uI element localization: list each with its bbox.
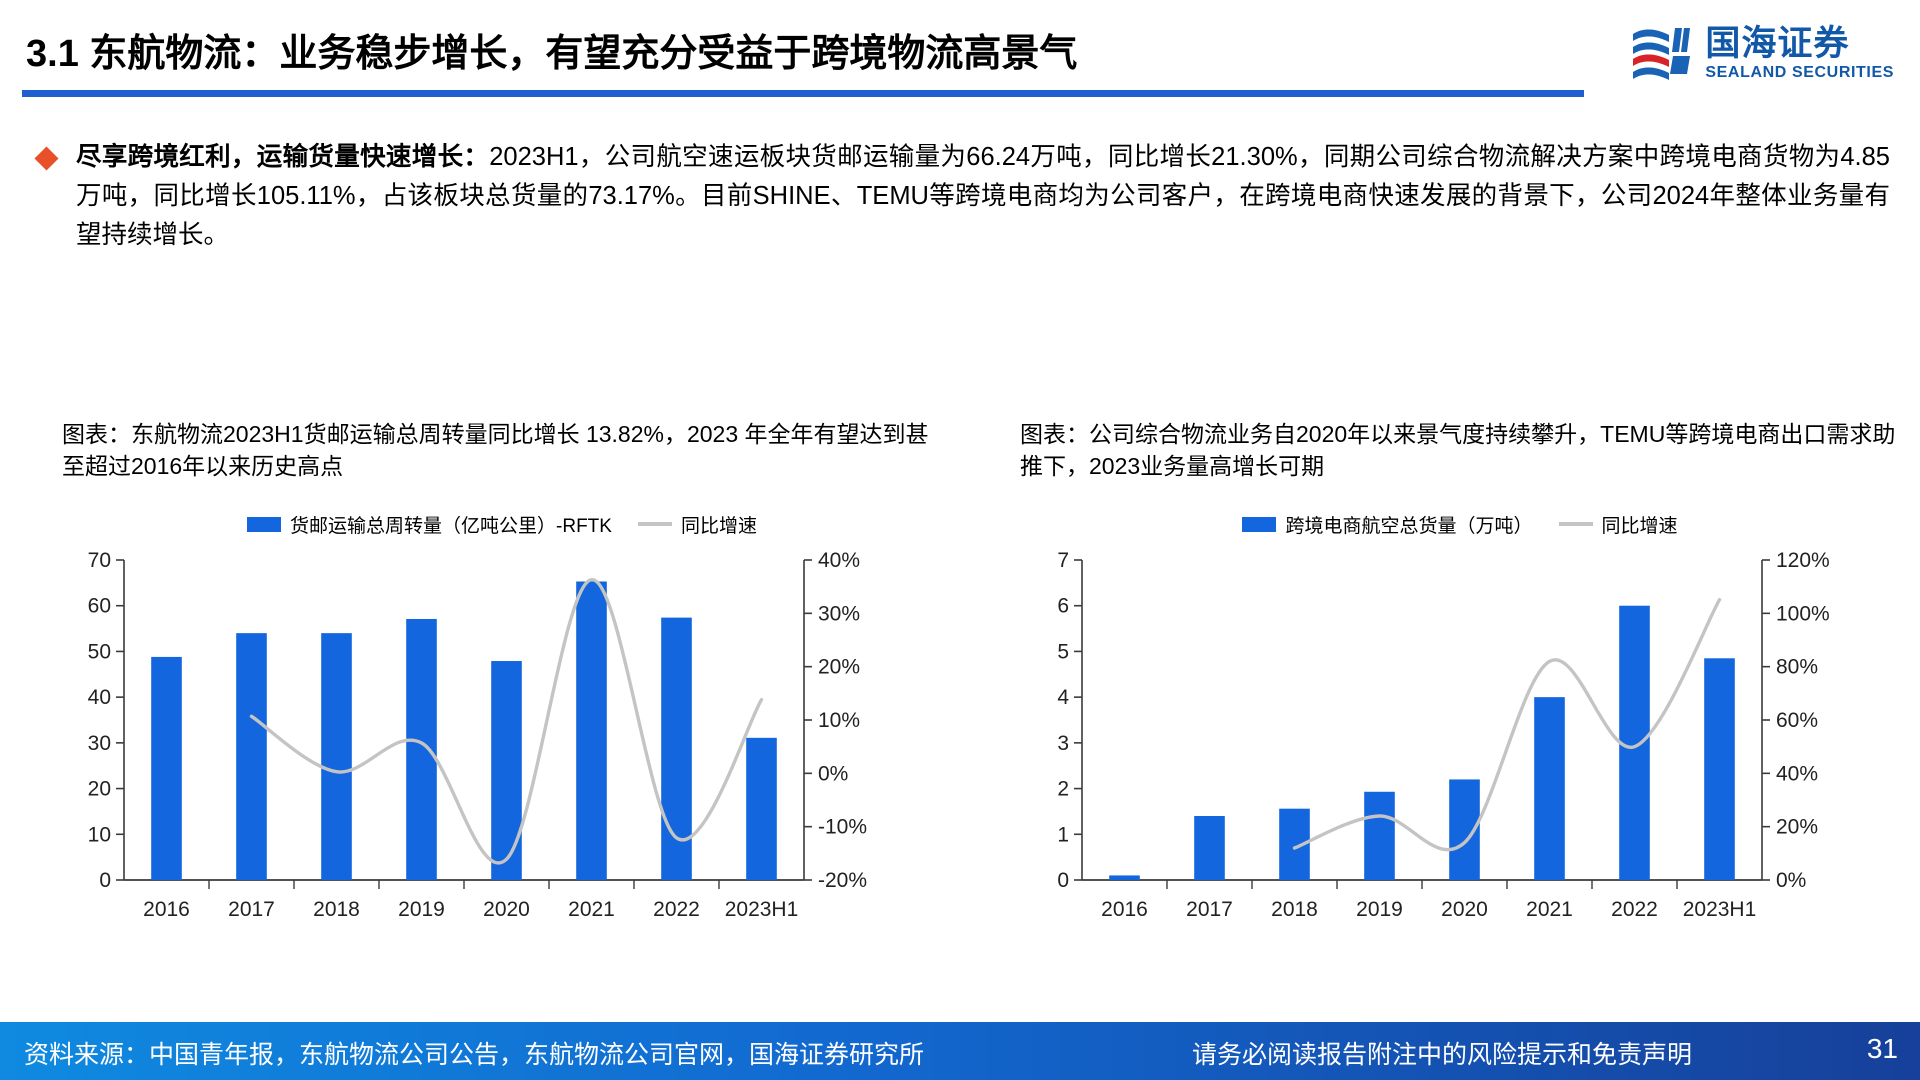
title-underline-rule — [22, 90, 1584, 97]
svg-text:2020: 2020 — [483, 898, 530, 921]
legend-line-swatch-icon — [637, 522, 672, 526]
chart-panel-left: 图表：东航物流2023H1货邮运输总周转量同比增长 13.82%，2023 年全… — [62, 418, 942, 945]
svg-text:30%: 30% — [818, 602, 860, 625]
bullet-lead-text: 尽享跨境红利，运输货量快速增长： — [76, 143, 490, 171]
legend-line-swatch-icon — [1558, 522, 1593, 526]
logo-name-en: SEALAND SECURITIES — [1705, 63, 1894, 81]
svg-text:2020: 2020 — [1441, 898, 1488, 921]
svg-text:10%: 10% — [818, 709, 860, 732]
bullet-paragraph: 尽享跨境红利，运输货量快速增长：2023H1，公司航空速运板块货邮运输量为66.… — [76, 138, 1890, 255]
svg-text:2021: 2021 — [1526, 898, 1573, 921]
svg-text:70: 70 — [88, 550, 111, 572]
svg-text:2023H1: 2023H1 — [725, 898, 799, 921]
svg-text:2022: 2022 — [653, 898, 700, 921]
svg-text:-10%: -10% — [818, 816, 867, 839]
svg-text:20: 20 — [88, 778, 111, 801]
svg-text:120%: 120% — [1776, 550, 1830, 572]
svg-text:3: 3 — [1057, 732, 1069, 755]
page-title: 3.1 东航物流：业务稳步增长，有望充分受益于跨境物流高景气 — [26, 33, 1078, 75]
chart-legend-right: 跨境电商航空总货量（万吨） 同比增速 — [1020, 502, 1900, 546]
legend-item-bar-left: 货邮运输总周转量（亿吨公里）-RFTK — [247, 511, 612, 538]
svg-text:2017: 2017 — [1186, 898, 1233, 921]
svg-text:0: 0 — [99, 869, 111, 892]
svg-text:2016: 2016 — [143, 898, 190, 921]
legend-bar-swatch-icon — [1242, 516, 1277, 532]
svg-text:-20%: -20% — [818, 869, 867, 892]
chart-legend-left: 货邮运输总周转量（亿吨公里）-RFTK 同比增速 — [62, 502, 942, 546]
svg-text:20%: 20% — [818, 656, 860, 679]
svg-text:5: 5 — [1057, 640, 1069, 663]
svg-text:0: 0 — [1057, 869, 1069, 892]
svg-text:30: 30 — [88, 732, 111, 755]
bullet-paragraph-block: 尽享跨境红利，运输货量快速增长：2023H1，公司航空速运板块货邮运输量为66.… — [34, 138, 1890, 255]
svg-text:60: 60 — [88, 595, 111, 618]
page-footer: 资料来源：中国青年报，东航物流公司公告，东航物流公司官网，国海证券研究所 请务必… — [0, 1022, 1920, 1080]
svg-text:2018: 2018 — [313, 898, 360, 921]
legend-bar-label-right: 跨境电商航空总货量（万吨） — [1285, 515, 1533, 537]
svg-text:40%: 40% — [818, 550, 860, 572]
svg-text:4: 4 — [1057, 686, 1069, 709]
diamond-bullet-icon — [34, 146, 59, 171]
svg-text:2021: 2021 — [568, 898, 615, 921]
svg-text:2017: 2017 — [228, 898, 275, 921]
legend-line-label-left: 同比增速 — [680, 515, 757, 537]
svg-text:2: 2 — [1057, 778, 1069, 801]
logo-name-cn: 国海证券 — [1705, 23, 1850, 63]
logo-wordmark: 国海证券 SEALAND SECURITIES — [1705, 26, 1894, 81]
chart-panel-right: 图表：公司综合物流业务自2020年以来景气度持续攀升，TEMU等跨境电商出口需求… — [1020, 418, 1900, 945]
svg-text:50: 50 — [88, 640, 111, 663]
svg-text:6: 6 — [1057, 595, 1069, 618]
footer-disclaimer: 请务必阅读报告附注中的风险提示和免责声明 — [1192, 1041, 1693, 1069]
legend-bar-swatch-icon — [247, 516, 282, 532]
svg-text:2016: 2016 — [1101, 898, 1148, 921]
company-logo: 国海证券 SEALAND SECURITIES — [1629, 18, 1894, 88]
chart-caption-right: 图表：公司综合物流业务自2020年以来景气度持续攀升，TEMU等跨境电商出口需求… — [1020, 421, 1896, 479]
bullet-body-text: 2023H1，公司航空速运板块货邮运输量为66.24万吨，同比增长21.30%，… — [76, 143, 1890, 249]
chart-svg-right: 0 1 2 3 4 5 6 7 0% 20% 40% 60% 80% 100% 120% 2016 2017 20… — [1057, 550, 1830, 921]
svg-text:2022: 2022 — [1611, 898, 1658, 921]
sealand-logo-icon — [1633, 28, 1691, 80]
legend-item-line-right: 同比增速 — [1558, 511, 1678, 538]
svg-text:7: 7 — [1057, 550, 1069, 572]
legend-bar-label-left: 货邮运输总周转量（亿吨公里）-RFTK — [290, 515, 612, 537]
legend-item-line-left: 同比增速 — [637, 511, 757, 538]
svg-text:10: 10 — [88, 823, 111, 846]
svg-text:20%: 20% — [1776, 816, 1818, 839]
svg-text:100%: 100% — [1776, 602, 1830, 625]
page-header: 3.1 东航物流：业务稳步增长，有望充分受益于跨境物流高景气 国海证券 SEAL… — [0, 0, 1920, 104]
svg-text:2019: 2019 — [1356, 898, 1403, 921]
svg-text:2019: 2019 — [398, 898, 445, 921]
svg-text:2018: 2018 — [1271, 898, 1318, 921]
svg-text:0%: 0% — [1776, 869, 1806, 892]
legend-item-bar-right: 跨境电商航空总货量（万吨） — [1242, 511, 1533, 538]
footer-source: 资料来源：中国青年报，东航物流公司公告，东航物流公司官网，国海证券研究所 — [24, 1041, 925, 1069]
svg-text:60%: 60% — [1776, 709, 1818, 732]
svg-text:40: 40 — [88, 686, 111, 709]
svg-text:1: 1 — [1057, 823, 1069, 846]
chart-caption-left: 图表：东航物流2023H1货邮运输总周转量同比增长 13.82%，2023 年全… — [62, 421, 929, 479]
page-number: 31 — [1866, 1033, 1898, 1064]
chart-plot-right: 0 1 2 3 4 5 6 7 0% 20% 40% 60% 80% 100% 120% 2016 2017 20… — [1020, 550, 1900, 945]
legend-line-label-right: 同比增速 — [1601, 515, 1678, 537]
svg-text:40%: 40% — [1776, 762, 1818, 785]
svg-text:80%: 80% — [1776, 656, 1818, 679]
chart-plot-left: 0 10 20 30 40 50 60 70 -20% -10% 0% 10% 20% 30% 40% 201… — [62, 550, 942, 945]
chart-svg-left: 0 10 20 30 40 50 60 70 -20% -10% 0% 10% 20% 30% 40% 201… — [88, 550, 867, 921]
svg-text:2023H1: 2023H1 — [1683, 898, 1757, 921]
svg-text:0%: 0% — [818, 762, 848, 785]
